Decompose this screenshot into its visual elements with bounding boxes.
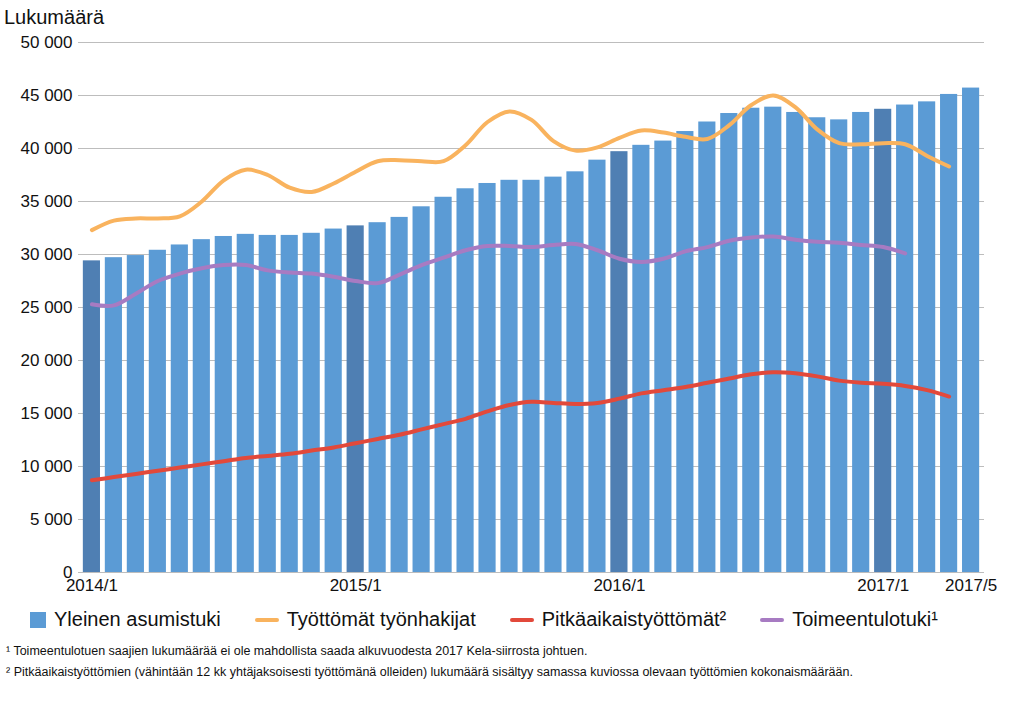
svg-text:2014/1: 2014/1: [66, 576, 118, 595]
svg-text:20 000: 20 000: [21, 351, 73, 370]
svg-text:50 000: 50 000: [21, 33, 73, 52]
svg-text:40 000: 40 000: [21, 139, 73, 158]
html-text:Lukumäärä: Lukumäärä: [4, 6, 105, 28]
svg-text:15 000: 15 000: [21, 404, 73, 423]
html-text:Yleinen asumistuki: Yleinen asumistuki: [54, 608, 221, 630]
svg-text:2017/1: 2017/1: [857, 576, 909, 595]
html-text:Toimeentulotuki¹: Toimeentulotuki¹: [792, 608, 938, 630]
svg-text:2016/1: 2016/1: [593, 576, 645, 595]
svg-text:35 000: 35 000: [21, 192, 73, 211]
html-text:² Pitkäaikaistyöttömien (vähin: ² Pitkäaikaistyöttömien (vähintään 12 kk…: [6, 664, 853, 679]
svg-text:0: 0: [63, 562, 73, 582]
svg-text:10 000: 10 000: [21, 457, 73, 476]
html-text:Pitkäaikaistyöttömät²: Pitkäaikaistyöttömät²: [541, 608, 727, 630]
svg-text:2017/5: 2017/5: [945, 576, 997, 595]
svg-text:2015/1: 2015/1: [330, 576, 382, 595]
svg-text:25 000: 25 000: [21, 298, 73, 317]
svg-text:45 000: 45 000: [21, 86, 73, 105]
html-text:¹ Toimeentulotuen saajien luku: ¹ Toimeentulotuen saajien lukumäärää ei …: [6, 644, 588, 658]
svg-text:5 000: 5 000: [30, 510, 73, 529]
html-text:Työttömät työnhakijat: Työttömät työnhakijat: [286, 608, 476, 630]
svg-text:30 000: 30 000: [21, 245, 73, 264]
